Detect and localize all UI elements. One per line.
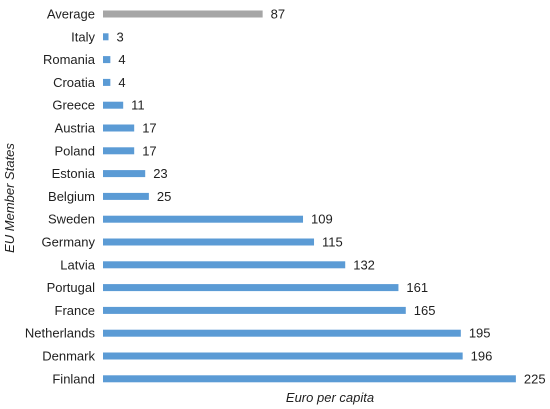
bar-portugal bbox=[103, 284, 399, 292]
bar-finland bbox=[103, 375, 516, 383]
x-axis-title: Euro per capita bbox=[286, 390, 374, 405]
bars-layer: Average 87 Italy 3 Romania 4 Croatia 4 Greece 11 A… bbox=[25, 7, 546, 387]
bar-netherlands bbox=[103, 329, 461, 337]
category-label-latvia: Latvia bbox=[60, 257, 95, 272]
value-label-netherlands: 195 bbox=[469, 326, 491, 341]
category-label-denmark: Denmark bbox=[42, 349, 95, 364]
y-axis-title: EU Member States bbox=[2, 143, 17, 253]
bar-denmark bbox=[103, 352, 463, 360]
bar-germany bbox=[103, 238, 315, 246]
bar-poland bbox=[103, 147, 135, 155]
value-label-greece: 11 bbox=[131, 98, 145, 113]
category-label-austria: Austria bbox=[55, 121, 96, 136]
bar-croatia bbox=[103, 78, 111, 86]
category-label-belgium: Belgium bbox=[48, 189, 95, 204]
bar-latvia bbox=[103, 261, 346, 269]
bar-sweden bbox=[103, 215, 304, 223]
value-label-estonia: 23 bbox=[153, 166, 167, 181]
value-label-finland: 225 bbox=[524, 371, 546, 386]
category-label-romania: Romania bbox=[43, 52, 96, 67]
value-label-croatia: 4 bbox=[118, 75, 125, 90]
category-label-italy: Italy bbox=[71, 29, 95, 44]
value-label-denmark: 196 bbox=[471, 349, 493, 364]
value-label-germany: 115 bbox=[322, 235, 343, 250]
bar-average bbox=[103, 10, 263, 18]
category-label-poland: Poland bbox=[55, 143, 95, 158]
bar-italy bbox=[103, 33, 109, 41]
value-label-belgium: 25 bbox=[157, 189, 171, 204]
category-label-estonia: Estonia bbox=[52, 166, 96, 181]
category-label-greece: Greece bbox=[52, 98, 95, 113]
category-label-croatia: Croatia bbox=[53, 75, 96, 90]
value-label-italy: 3 bbox=[117, 29, 124, 44]
bar-romania bbox=[103, 56, 111, 64]
value-label-average: 87 bbox=[271, 7, 285, 22]
category-label-germany: Germany bbox=[42, 235, 96, 250]
bar-belgium bbox=[103, 192, 149, 200]
bar-greece bbox=[103, 101, 124, 109]
bar-france bbox=[103, 306, 406, 314]
value-label-latvia: 132 bbox=[353, 257, 375, 272]
value-label-france: 165 bbox=[414, 303, 436, 318]
category-label-sweden: Sweden bbox=[48, 212, 95, 227]
category-label-finland: Finland bbox=[52, 371, 95, 386]
category-label-france: France bbox=[55, 303, 95, 318]
value-label-austria: 17 bbox=[142, 121, 156, 136]
category-label-average: Average bbox=[47, 7, 95, 22]
category-label-netherlands: Netherlands bbox=[25, 326, 96, 341]
bar-estonia bbox=[103, 170, 146, 178]
value-label-romania: 4 bbox=[118, 52, 125, 67]
value-label-poland: 17 bbox=[142, 143, 156, 158]
value-label-portugal: 161 bbox=[406, 280, 428, 295]
bar-austria bbox=[103, 124, 135, 132]
value-label-sweden: 109 bbox=[311, 212, 333, 227]
category-label-portugal: Portugal bbox=[47, 280, 96, 295]
